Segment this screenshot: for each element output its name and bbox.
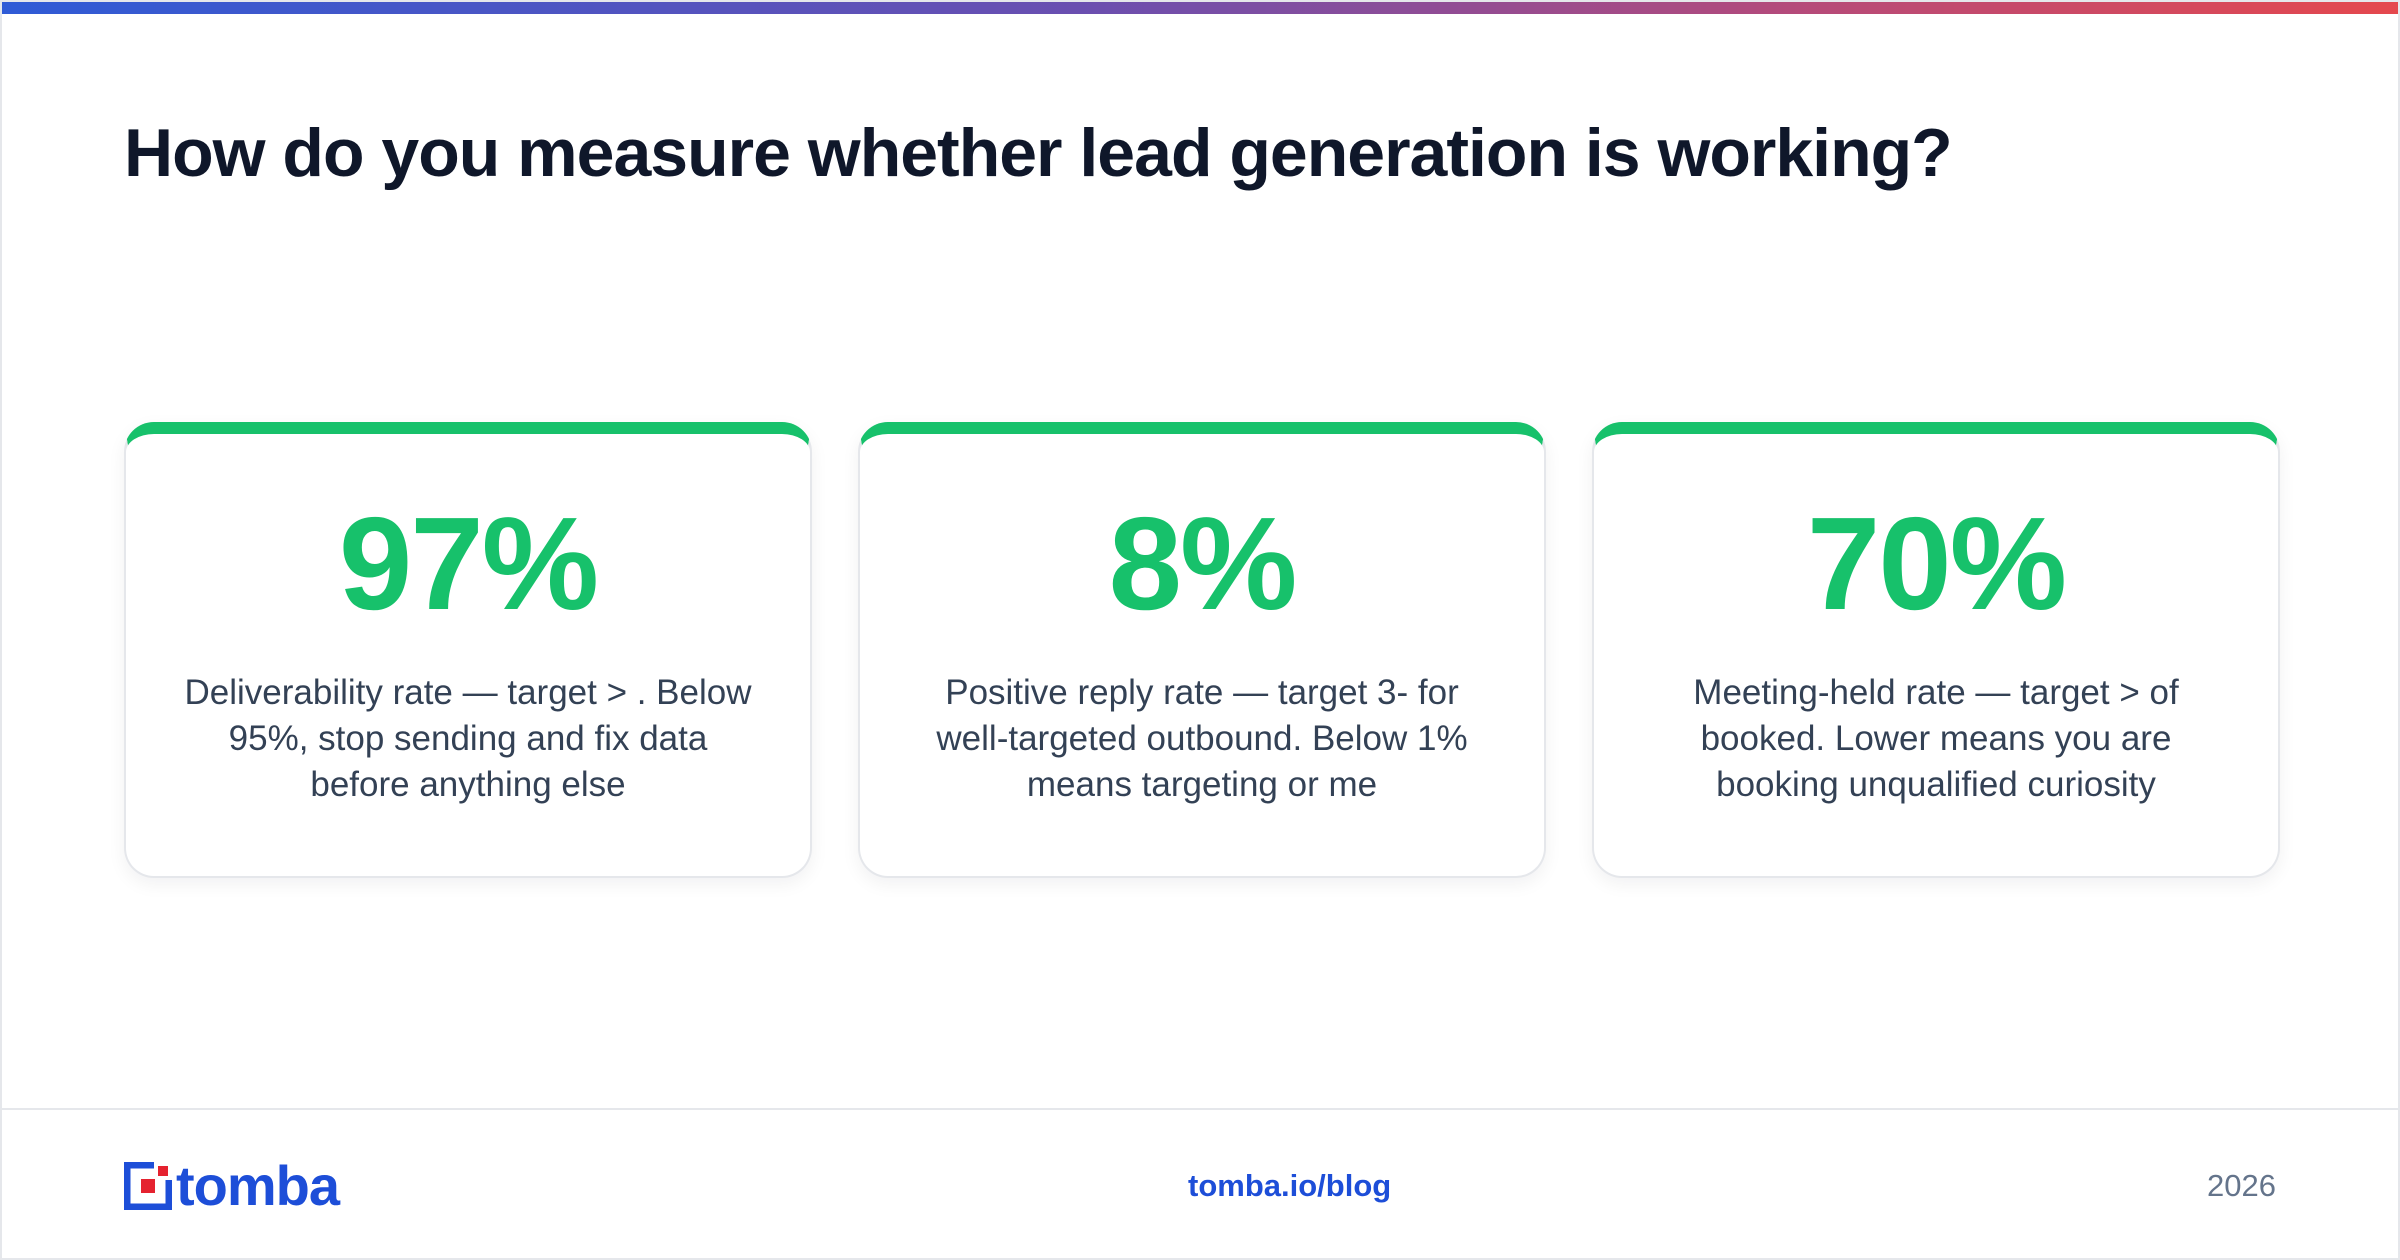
gradient-top-bar [2, 2, 2398, 14]
stat-description: Meeting-held rate — target > of booked. … [1693, 673, 2179, 804]
tomba-logo-icon [124, 1162, 172, 1210]
stat-card-meeting-held: 70% Meeting-held rate — target > of book… [1592, 422, 2280, 878]
logo-wordmark: tomba [176, 1154, 340, 1217]
stat-value: 70% [1806, 490, 2067, 637]
stat-value: 8% [1108, 490, 1298, 637]
stat-card-reply-rate: 8% Positive reply rate — target 3- for w… [858, 422, 1546, 878]
stat-cards: 97% Deliverability rate — target > . Bel… [124, 422, 2280, 878]
footer-year: 2026 [2207, 1168, 2276, 1203]
footer-divider [2, 1108, 2398, 1110]
stat-card-deliverability: 97% Deliverability rate — target > . Bel… [124, 422, 812, 878]
stat-description: Deliverability rate — target > . Below 9… [184, 673, 752, 804]
blog-link[interactable]: tomba.io/blog [1188, 1168, 1392, 1203]
stat-value: 97% [338, 490, 599, 637]
tomba-logo[interactable]: tomba [124, 1154, 340, 1217]
stat-description: Positive reply rate — target 3- for well… [936, 673, 1468, 804]
page-title: How do you measure whether lead generati… [124, 115, 1953, 191]
